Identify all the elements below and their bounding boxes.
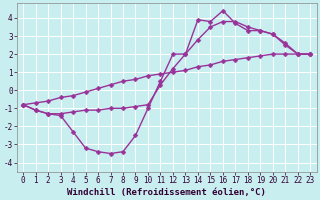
X-axis label: Windchill (Refroidissement éolien,°C): Windchill (Refroidissement éolien,°C) (67, 188, 266, 197)
